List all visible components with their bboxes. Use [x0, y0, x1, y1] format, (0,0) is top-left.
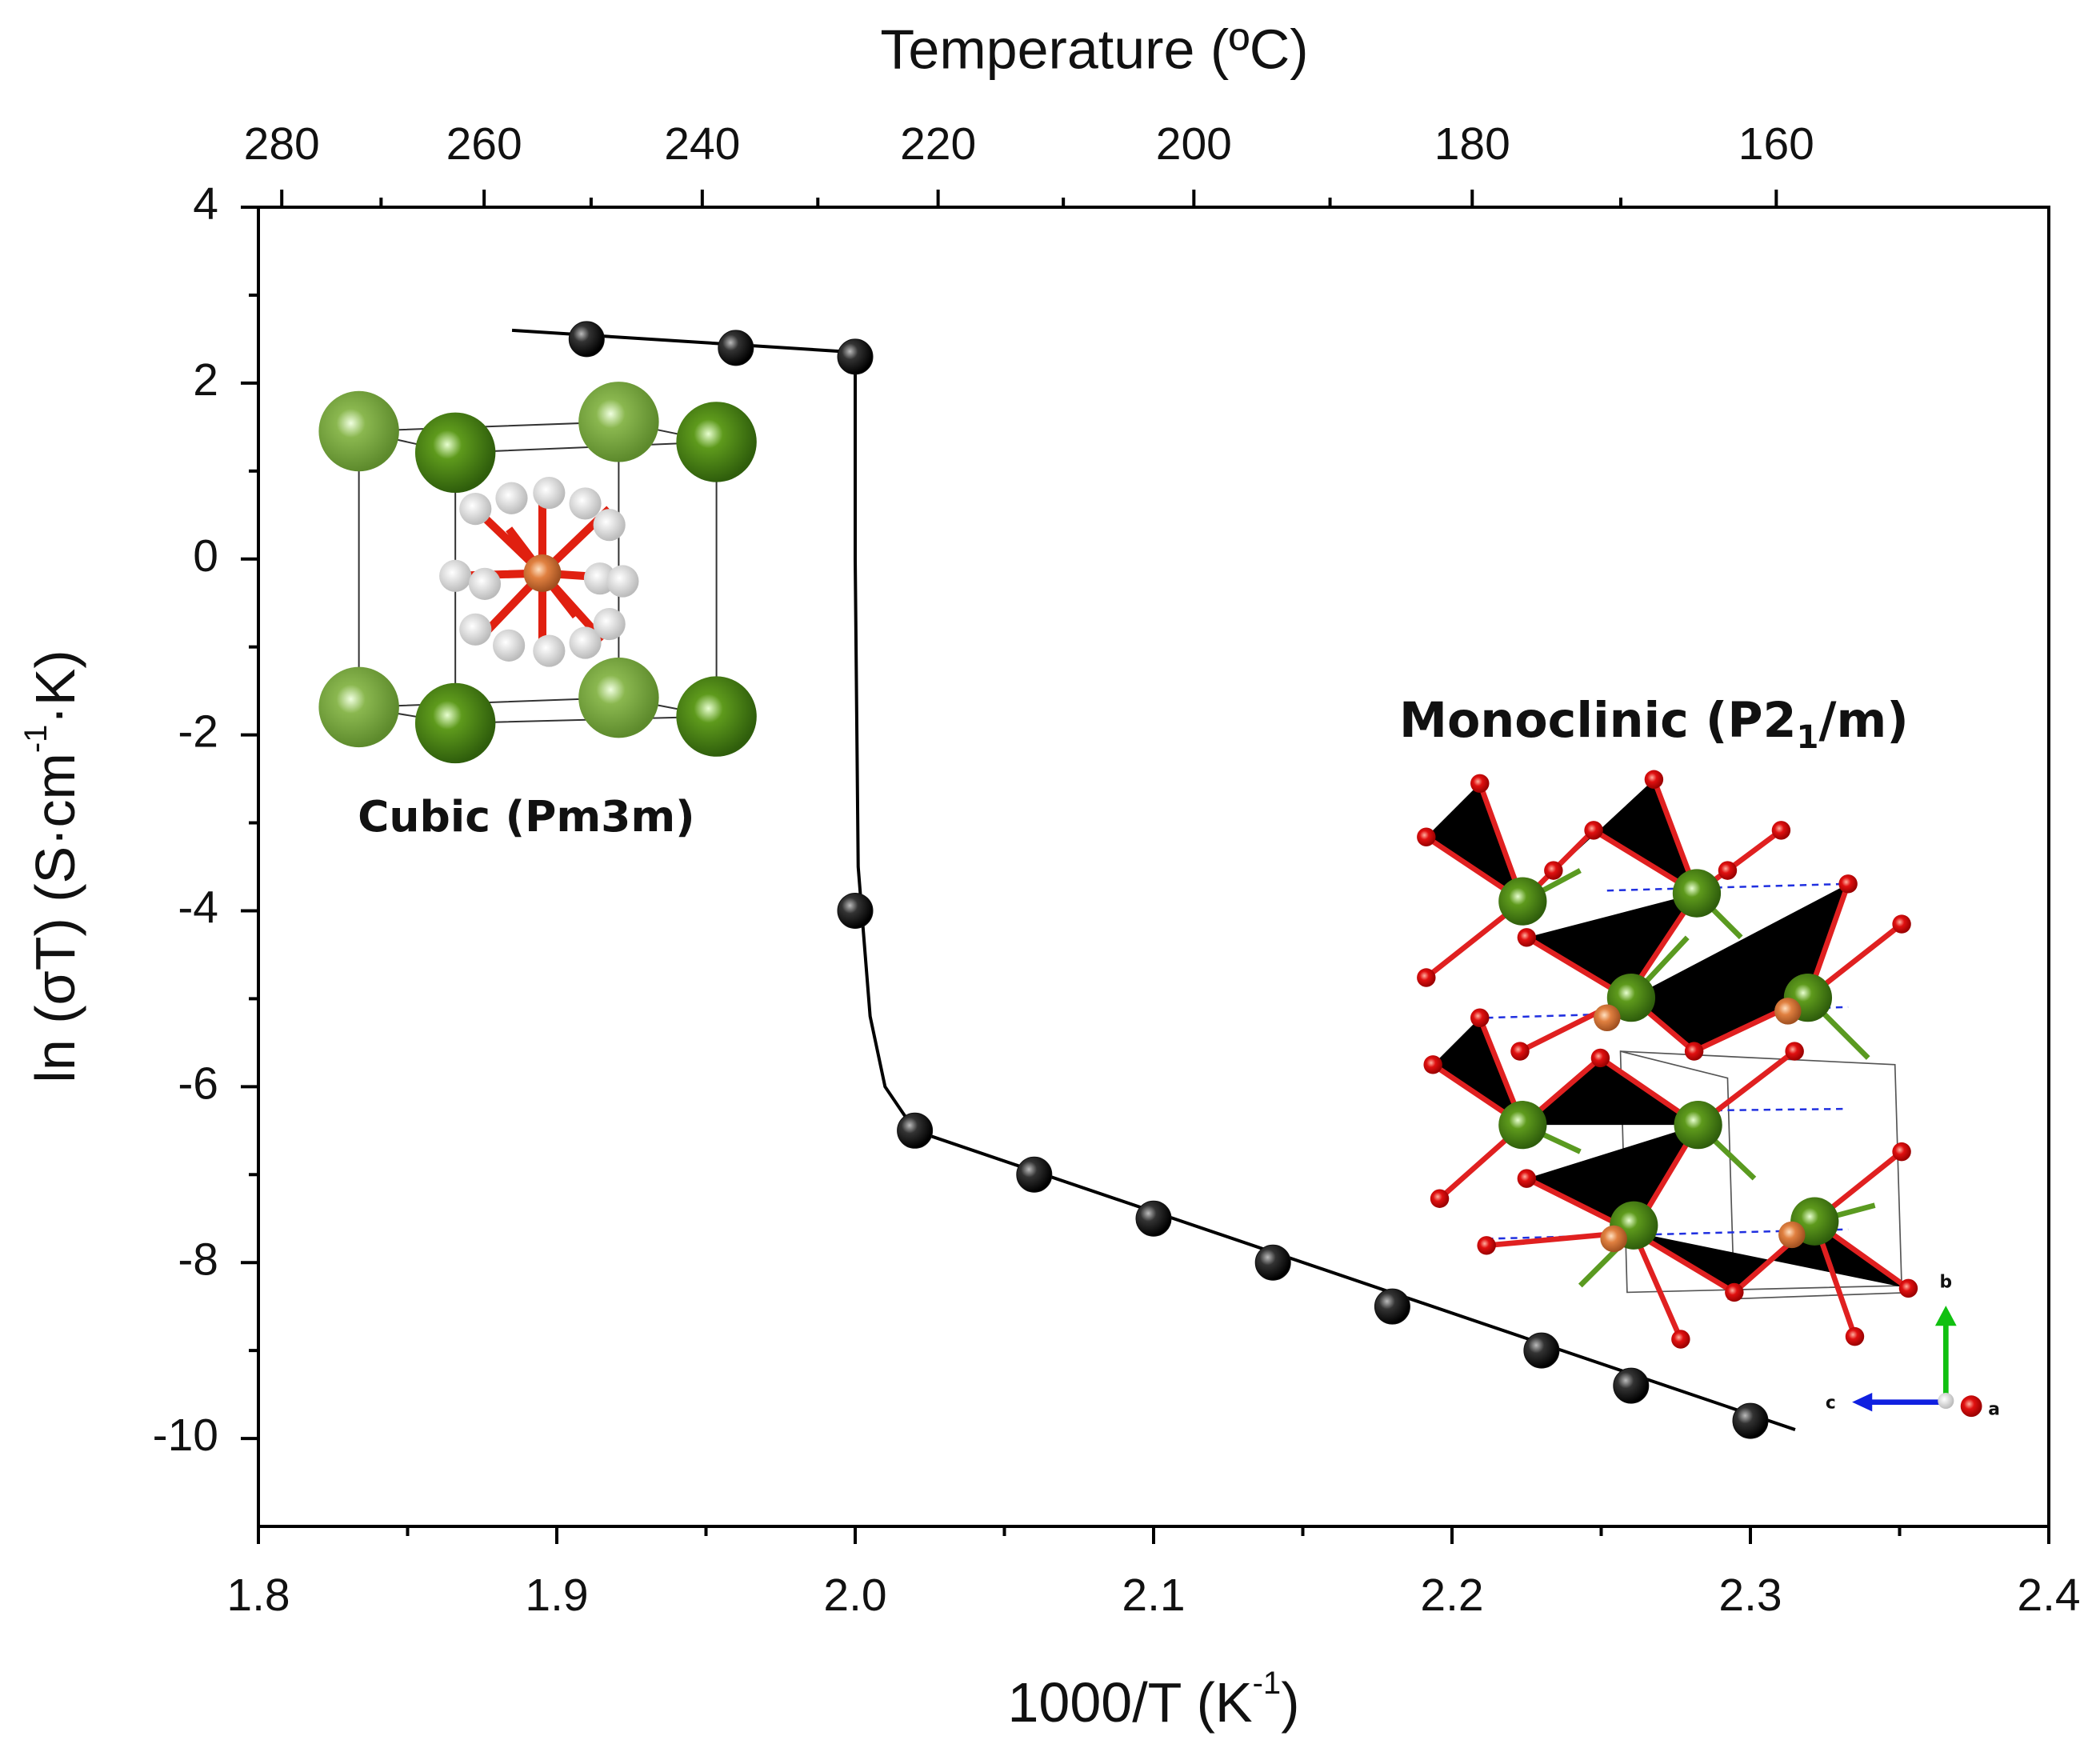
- x-axis-title-sup: -1: [1253, 1666, 1282, 1701]
- data-point: [718, 330, 754, 366]
- x2-tick-label: 220: [900, 118, 976, 170]
- x2-axis-title: Temperature (ºC): [880, 18, 1308, 80]
- data-point: [1254, 1244, 1291, 1281]
- y-tick-label: 2: [193, 354, 218, 406]
- x2-tick-label: 280: [244, 118, 320, 170]
- annotation-part: /m): [1818, 693, 1908, 749]
- y-tick-label: -10: [153, 1410, 218, 1461]
- crystal-axis-label: c: [1826, 1393, 1836, 1413]
- data-point: [837, 892, 874, 929]
- y-axis-title-sup: -1: [18, 725, 54, 754]
- y-axis-title: ln (σT) (S·cm-1·K): [18, 650, 87, 1082]
- x-tick-label: 2.1: [1122, 1570, 1185, 1621]
- x-tick-label: 1.9: [525, 1570, 588, 1621]
- annotation: Monoclinic (P21/m): [1399, 693, 1909, 756]
- y-tick-label: 4: [193, 178, 218, 230]
- y-axis-title-part: ·K): [24, 650, 86, 724]
- plot-frame: [257, 206, 2050, 1528]
- x2-tick-label: 180: [1434, 118, 1510, 170]
- crystal-axis-label: a: [1988, 1400, 2000, 1420]
- y-tick-label: -8: [178, 1234, 218, 1285]
- y-axis-title-part: ln (σT) (S·cm: [24, 753, 86, 1083]
- x-tick-label: 2.4: [2017, 1570, 2080, 1621]
- monoclinic-structure: Monoclinic (P21/m) b c a: [1399, 693, 2000, 1420]
- annotation-sub: 1: [1797, 719, 1819, 756]
- x-tick-label: 2.0: [823, 1570, 886, 1621]
- data-point: [1613, 1367, 1650, 1404]
- cubic-structure: Cubic (Pm3m): [318, 382, 757, 842]
- data-point: [1523, 1332, 1560, 1369]
- y-tick-label: -2: [178, 706, 218, 758]
- crystal-axis-label: b: [1940, 1273, 1953, 1293]
- y-tick-label: 0: [193, 530, 218, 582]
- x2-tick-label: 160: [1738, 118, 1814, 170]
- x-tick-label: 2.2: [1420, 1570, 1483, 1621]
- data-point: [837, 338, 874, 375]
- data-point: [1732, 1402, 1769, 1439]
- data-point: [568, 321, 605, 358]
- x-axis-title-part: 1000/T (K: [1007, 1671, 1252, 1734]
- x2-tick-label: 200: [1156, 118, 1232, 170]
- y-tick-label: -4: [178, 882, 218, 934]
- data-point: [1374, 1288, 1410, 1325]
- data-point: [1135, 1200, 1172, 1237]
- y-tick-label: -6: [178, 1058, 218, 1109]
- annotation-part: Monoclinic (P2: [1399, 693, 1797, 749]
- x-axis-title-part: ): [1281, 1671, 1299, 1734]
- x-tick-label: 1.8: [226, 1570, 290, 1621]
- x-tick-label: 2.3: [1718, 1570, 1782, 1621]
- x2-tick-label: 260: [446, 118, 522, 170]
- x2-tick-label: 240: [664, 118, 740, 170]
- data-point: [1016, 1156, 1053, 1193]
- annotation: Cubic (Pm3m): [358, 791, 695, 842]
- data-point: [897, 1112, 934, 1149]
- x-axis-title: 1000/T (K-1): [1007, 1666, 1299, 1734]
